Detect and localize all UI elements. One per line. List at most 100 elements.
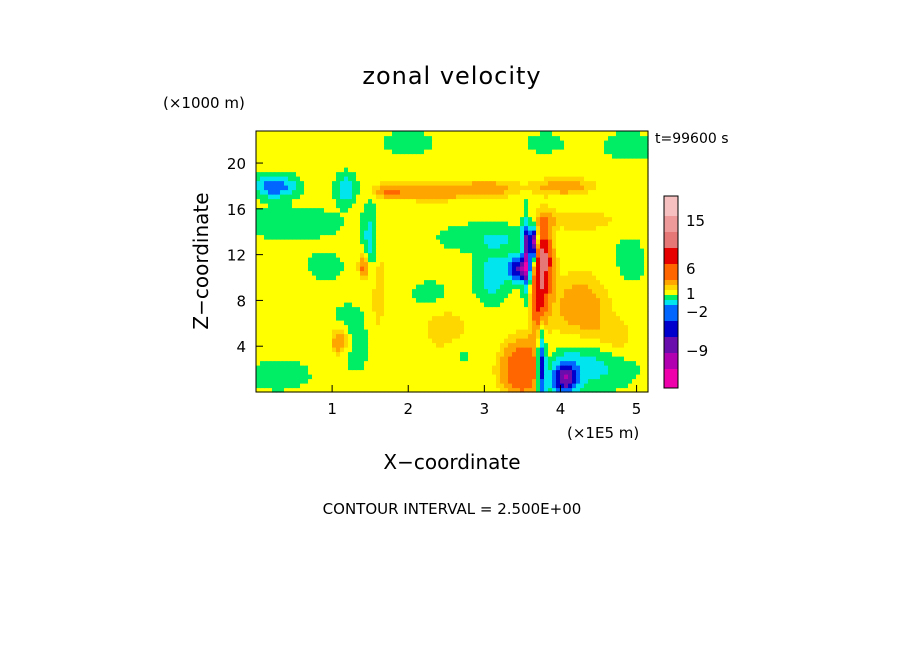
heatmap-cell bbox=[528, 329, 533, 335]
heatmap-cell bbox=[300, 320, 305, 326]
heatmap-cell bbox=[452, 342, 457, 348]
heatmap-cell bbox=[264, 225, 269, 231]
heatmap-cell bbox=[564, 221, 569, 227]
heatmap-cell bbox=[608, 162, 613, 168]
heatmap-cell bbox=[336, 288, 341, 294]
heatmap-cell bbox=[552, 320, 557, 326]
heatmap-cell bbox=[532, 297, 537, 303]
heatmap-cell bbox=[572, 212, 577, 218]
heatmap-cell bbox=[388, 194, 393, 200]
heatmap-cell bbox=[636, 329, 641, 335]
heatmap-cell bbox=[636, 378, 641, 384]
heatmap-cell bbox=[464, 297, 469, 303]
heatmap-cell bbox=[480, 320, 485, 326]
heatmap-cell bbox=[516, 266, 521, 272]
heatmap-cell bbox=[260, 329, 265, 335]
heatmap-cell bbox=[448, 216, 453, 222]
heatmap-cell bbox=[576, 374, 581, 380]
heatmap-cell bbox=[272, 275, 277, 281]
heatmap-cell bbox=[436, 284, 441, 290]
heatmap-cell bbox=[424, 176, 429, 182]
heatmap-cell bbox=[280, 180, 285, 186]
heatmap-cell bbox=[604, 257, 609, 263]
heatmap-cell bbox=[520, 189, 525, 195]
heatmap-cell bbox=[448, 185, 453, 191]
heatmap-cell bbox=[400, 203, 405, 209]
heatmap-cell bbox=[260, 320, 265, 326]
heatmap-cell bbox=[336, 270, 341, 276]
heatmap-cell bbox=[452, 261, 457, 267]
heatmap-cell bbox=[364, 356, 369, 362]
heatmap-cell bbox=[496, 374, 501, 380]
heatmap-cell bbox=[392, 342, 397, 348]
heatmap-cell bbox=[388, 387, 393, 393]
heatmap-cell bbox=[496, 288, 501, 294]
heatmap-cell bbox=[336, 338, 341, 344]
heatmap-cell bbox=[424, 297, 429, 303]
heatmap-cell bbox=[272, 351, 277, 357]
heatmap-cell bbox=[528, 302, 533, 308]
heatmap-cell bbox=[516, 185, 521, 191]
heatmap-cell bbox=[540, 261, 545, 267]
heatmap-cell bbox=[580, 257, 585, 263]
heatmap-cell bbox=[336, 225, 341, 231]
heatmap-cell bbox=[284, 288, 289, 294]
heatmap-cell bbox=[284, 302, 289, 308]
heatmap-cell bbox=[336, 374, 341, 380]
heatmap-cell bbox=[372, 365, 377, 371]
heatmap-cell bbox=[504, 275, 509, 281]
heatmap-cell bbox=[540, 212, 545, 218]
heatmap-cell bbox=[480, 167, 485, 173]
heatmap-cell bbox=[388, 230, 393, 236]
heatmap-cell bbox=[436, 378, 441, 384]
heatmap-cell bbox=[428, 194, 433, 200]
heatmap-cell bbox=[504, 342, 509, 348]
heatmap-cell bbox=[508, 257, 513, 263]
heatmap-cell bbox=[628, 284, 633, 290]
heatmap-cell bbox=[316, 243, 321, 249]
heatmap-cell bbox=[528, 311, 533, 317]
heatmap-cell bbox=[312, 302, 317, 308]
heatmap-cell bbox=[284, 167, 289, 173]
heatmap-cell bbox=[288, 212, 293, 218]
heatmap-cell bbox=[604, 338, 609, 344]
heatmap-cell bbox=[448, 212, 453, 218]
heatmap-cell bbox=[400, 198, 405, 204]
heatmap-cell bbox=[512, 162, 517, 168]
heatmap-cell bbox=[556, 347, 561, 353]
heatmap-cell bbox=[504, 351, 509, 357]
heatmap-cell bbox=[640, 338, 645, 344]
heatmap-cell bbox=[436, 288, 441, 294]
heatmap-cell bbox=[612, 230, 617, 236]
heatmap-cell bbox=[292, 176, 297, 182]
heatmap-cell bbox=[564, 248, 569, 254]
heatmap-cell bbox=[420, 356, 425, 362]
heatmap-cell bbox=[296, 185, 301, 191]
heatmap-cell bbox=[372, 320, 377, 326]
heatmap-cell bbox=[456, 212, 461, 218]
heatmap-cell bbox=[472, 194, 477, 200]
heatmap-cell bbox=[452, 315, 457, 321]
heatmap-cell bbox=[292, 171, 297, 177]
heatmap-cell bbox=[520, 221, 525, 227]
heatmap-cell bbox=[348, 243, 353, 249]
heatmap-cell bbox=[632, 302, 637, 308]
heatmap-cell bbox=[328, 167, 333, 173]
heatmap-cell bbox=[604, 171, 609, 177]
heatmap-cell bbox=[568, 311, 573, 317]
heatmap-cell bbox=[464, 311, 469, 317]
heatmap-cell bbox=[268, 297, 273, 303]
heatmap-cell bbox=[496, 176, 501, 182]
heatmap-cell bbox=[280, 221, 285, 227]
heatmap-cell bbox=[568, 338, 573, 344]
heatmap-cell bbox=[508, 261, 513, 267]
heatmap-cell bbox=[600, 162, 605, 168]
heatmap-cell bbox=[500, 288, 505, 294]
heatmap-cell bbox=[300, 212, 305, 218]
heatmap-cell bbox=[372, 324, 377, 330]
heatmap-cell bbox=[520, 378, 525, 384]
heatmap-cell bbox=[604, 216, 609, 222]
heatmap-cell bbox=[304, 338, 309, 344]
heatmap-cell bbox=[372, 189, 377, 195]
heatmap-cell bbox=[396, 284, 401, 290]
